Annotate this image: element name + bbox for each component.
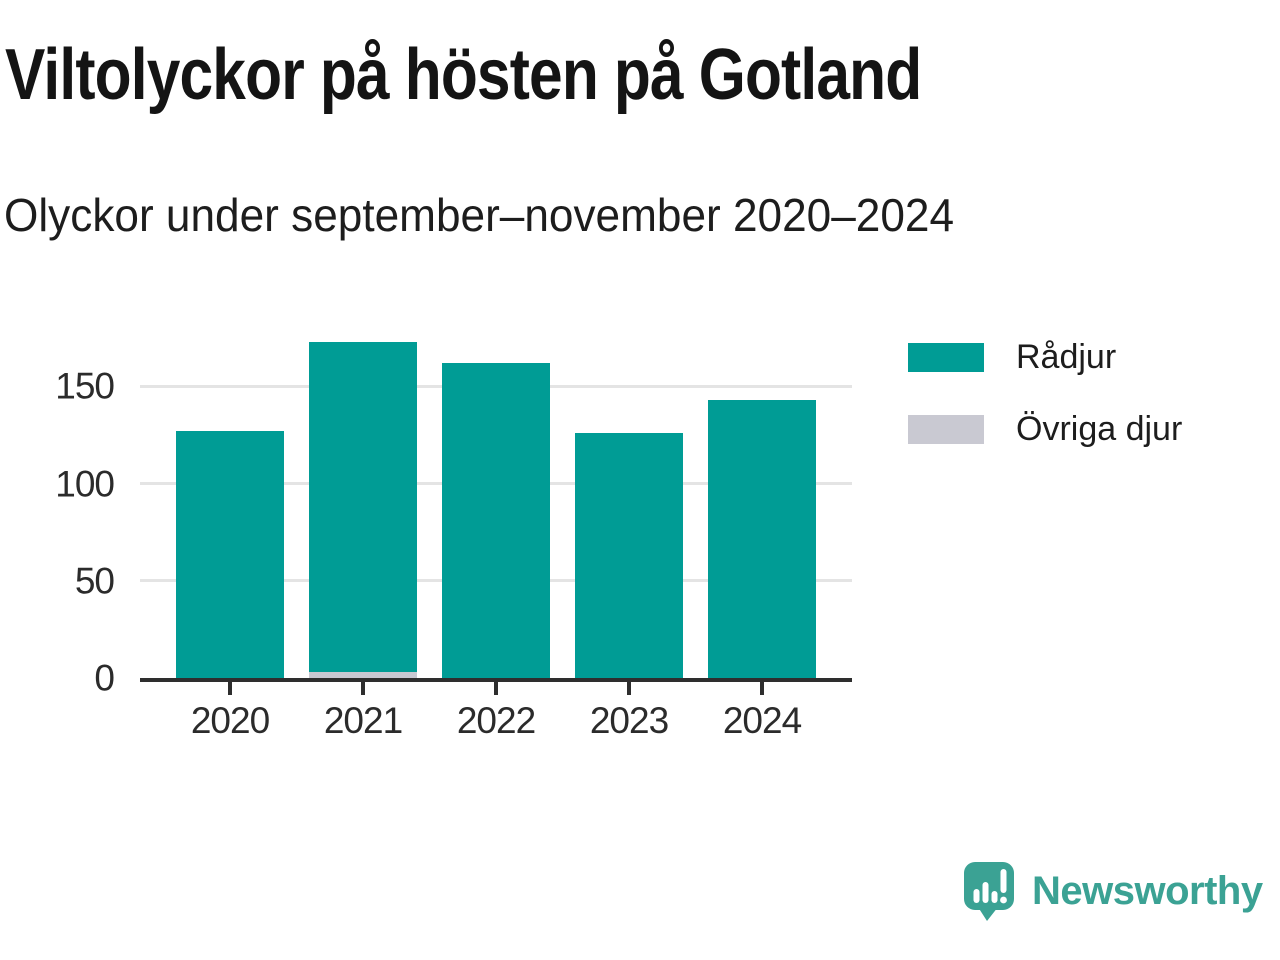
bar-2023 [575, 330, 683, 678]
legend-swatch-Övriga djur [908, 415, 984, 444]
x-tick-label-2022: 2022 [456, 700, 536, 741]
legend-item-Övriga djur: Övriga djur [908, 410, 1182, 449]
legend-item-Rådjur: Rådjur [908, 338, 1182, 377]
x-tick-group-2022: 2022 [442, 682, 550, 742]
x-axis-line [140, 678, 852, 682]
bar-segment-2024-Rådjur [708, 400, 816, 678]
legend: Rådjur Övriga djur [908, 338, 1182, 482]
bar-segment-2021-Övriga djur [309, 672, 417, 678]
x-axis: 2020 2021 2022 2023 2024 [140, 682, 852, 742]
bar-segment-2021-Rådjur [309, 341, 417, 673]
x-tick-group-2020: 2020 [176, 682, 284, 742]
x-tick-label-2024: 2024 [722, 700, 802, 741]
bar-segment-2022-Rådjur [442, 363, 550, 678]
brand-name: Newsworthy [1032, 869, 1263, 913]
x-tick-2021 [361, 682, 365, 695]
plot-area [140, 330, 852, 682]
x-tick-group-2024: 2024 [708, 682, 816, 742]
legend-label-Rådjur: Rådjur [1016, 338, 1117, 376]
y-tick-label-100: 100 [55, 463, 115, 505]
bar-segment-2020-Rådjur [176, 431, 284, 678]
y-tick-label-0: 0 [94, 657, 115, 699]
legend-swatch-Rådjur [908, 343, 984, 372]
bar-2024 [708, 330, 816, 678]
chart-title: Viltolyckor på hösten på Gotland [5, 35, 922, 115]
bar-2021 [309, 330, 417, 678]
x-tick-group-2021: 2021 [309, 682, 417, 742]
x-tick-label-2020: 2020 [190, 700, 270, 741]
x-tick-label-2021: 2021 [323, 700, 403, 741]
y-tick-label-150: 150 [55, 365, 115, 407]
legend-label-Övriga djur: Övriga djur [1016, 410, 1183, 448]
x-tick-label-2023: 2023 [589, 700, 669, 741]
y-axis: 0 50 100 150 [0, 330, 115, 697]
x-tick-2023 [627, 682, 631, 695]
x-tick-2020 [228, 682, 232, 695]
bar-2020 [176, 330, 284, 678]
y-tick-label-50: 50 [74, 560, 115, 602]
chart-subtitle: Olyckor under september–november 2020–20… [4, 189, 955, 241]
x-tick-group-2023: 2023 [575, 682, 683, 742]
bars [140, 330, 852, 678]
newsworthy-logo-icon [964, 862, 1014, 921]
x-tick-2022 [494, 682, 498, 695]
bar-2022 [442, 330, 550, 678]
x-tick-2024 [760, 682, 764, 695]
branding-footer: Newsworthy [963, 861, 1263, 922]
bar-segment-2023-Rådjur [575, 433, 683, 678]
